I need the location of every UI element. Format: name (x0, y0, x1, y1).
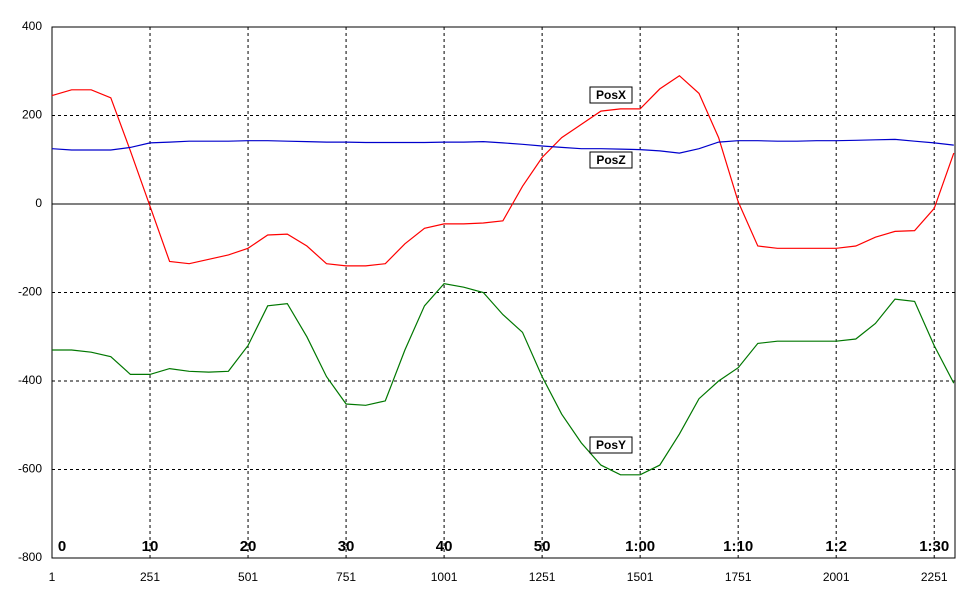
x-tick-label: 501 (238, 570, 258, 584)
x-tick-label: 2001 (823, 570, 850, 584)
x-tick-label: 2251 (921, 570, 948, 584)
series-line (51, 74, 955, 267)
x-tick-label: 1501 (627, 570, 654, 584)
time-label: 50 (534, 538, 551, 555)
y-tick-label: -800 (18, 550, 42, 564)
y-tick-label: -600 (18, 462, 42, 476)
x-tick-label: 1001 (431, 570, 458, 584)
x-tick-label: 1251 (529, 570, 556, 584)
y-tick-label: -200 (18, 285, 42, 299)
y-tick-label: 400 (22, 19, 42, 33)
series-label: PosX (596, 88, 626, 102)
time-label: 10 (142, 538, 159, 555)
y-tick-label: 0 (35, 196, 42, 210)
y-tick-label: -400 (18, 373, 42, 387)
time-label: 40 (436, 538, 453, 555)
time-label: 1:2 (825, 538, 847, 555)
time-label: 20 (240, 538, 257, 555)
x-tick-label: 1751 (725, 570, 752, 584)
y-tick-label: 200 (22, 108, 42, 122)
plot-frame (51, 26, 956, 559)
series-label-box (589, 151, 633, 169)
time-label: 30 (338, 538, 355, 555)
series-label-box (589, 86, 633, 104)
series-line (52, 282, 955, 476)
series-label-box (589, 436, 633, 454)
series-label: PosY (596, 438, 626, 452)
time-label: 1:00 (625, 538, 655, 555)
time-label: 1:10 (723, 538, 753, 555)
time-label: 1:30 (919, 538, 949, 555)
series-line (51, 138, 954, 154)
x-tick-label: 251 (140, 570, 160, 584)
series-label: PosZ (596, 153, 625, 167)
x-tick-label: 1 (49, 570, 56, 584)
time-label: 0 (58, 538, 66, 555)
x-tick-label: 751 (336, 570, 356, 584)
